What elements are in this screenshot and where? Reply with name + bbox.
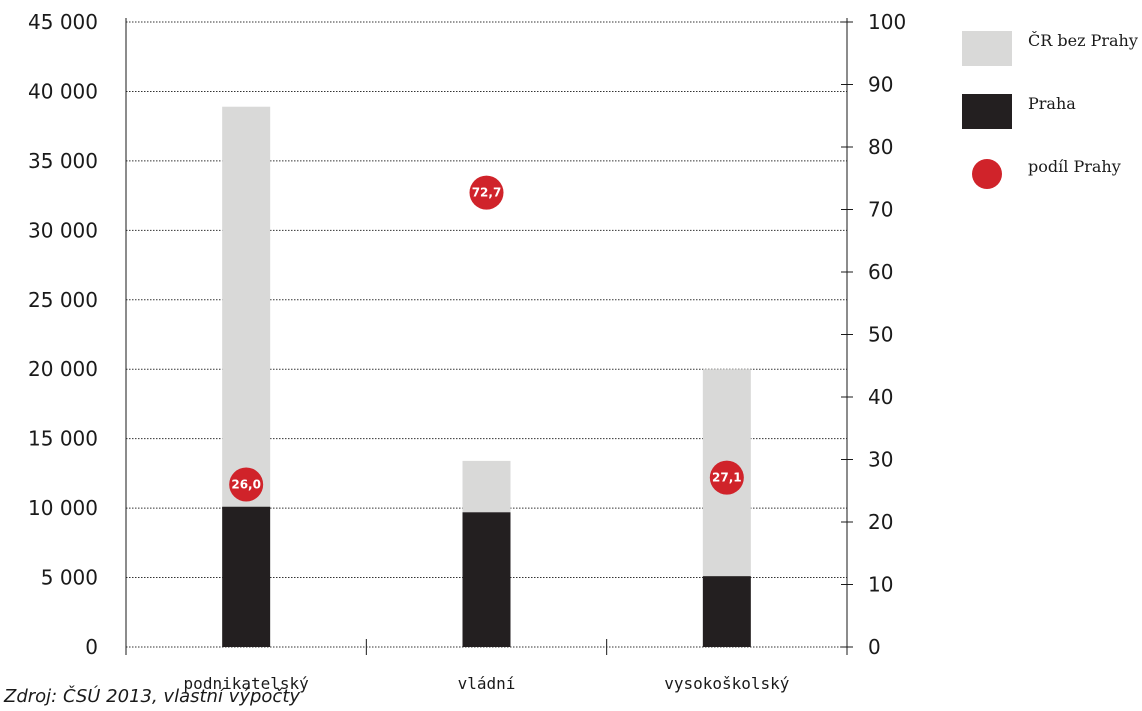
- y-right-tick-label: 10: [868, 573, 893, 597]
- y-left-tick-label: 25 000: [28, 288, 98, 312]
- y-left-tick-label: 0: [85, 635, 98, 659]
- bar-cr-bez-prahy: [222, 106, 271, 507]
- chart-legend: ČR bez Prahy Praha podíl Prahy: [962, 18, 1138, 207]
- y-right-tick-label: 20: [868, 510, 893, 534]
- y-left-tick-label: 20 000: [28, 357, 98, 381]
- legend-swatch-cr-bez-prahy: [962, 30, 1012, 66]
- legend-label-praha: Praha: [1028, 93, 1076, 113]
- bar-cr-bez-prahy: [462, 460, 511, 513]
- share-marker: [469, 175, 504, 210]
- y-right-tick-label: 100: [868, 10, 906, 34]
- y-right-tick-label: 90: [868, 73, 893, 97]
- y-left-tick-label: 40 000: [28, 79, 98, 103]
- y-right-tick-label: 50: [868, 323, 893, 347]
- x-category-label: vládní: [458, 674, 516, 693]
- y-right-tick-label: 40: [868, 385, 893, 409]
- y-right-tick-label: 60: [868, 260, 893, 284]
- bar-praha: [702, 576, 751, 647]
- x-category-label: vysokoškolský: [664, 674, 790, 693]
- share-data-label: 72,7: [472, 186, 502, 200]
- y-right-tick-label: 70: [868, 198, 893, 222]
- y-left-tick-label: 10 000: [28, 496, 98, 520]
- legend-swatch-podil-prahy: [972, 159, 1002, 189]
- share-marker: [229, 467, 264, 502]
- source-note: Zdroj: ČSÚ 2013, vlastní výpočty: [4, 686, 301, 707]
- y-right-tick-label: 30: [868, 448, 893, 472]
- legend-label-podil-prahy: podíl Prahy: [1028, 156, 1121, 176]
- legend-swatch-praha: [962, 93, 1012, 129]
- share-data-label: 26,0: [231, 478, 261, 492]
- legend-label-cr-bez-prahy: ČR bez Prahy: [1028, 30, 1138, 50]
- y-right-tick-label: 80: [868, 135, 893, 159]
- y-left-tick-label: 35 000: [28, 149, 98, 173]
- bar-praha: [462, 512, 511, 647]
- legend-item-praha: Praha: [962, 81, 1138, 141]
- x-category-label: podnikatelský: [184, 674, 310, 693]
- legend-item-cr-bez-prahy: ČR bez Prahy: [962, 18, 1138, 78]
- y-left-tick-label: 45 000: [28, 10, 98, 34]
- share-data-label: 27,1: [712, 471, 742, 485]
- y-left-tick-label: 15 000: [28, 427, 98, 451]
- y-left-tick-label: 30 000: [28, 218, 98, 242]
- share-marker: [709, 460, 744, 495]
- y-right-tick-label: 0: [868, 635, 881, 659]
- legend-item-podil-prahy: podíl Prahy: [962, 144, 1138, 204]
- bar-praha: [222, 506, 271, 647]
- y-left-tick-label: 5 000: [41, 566, 98, 590]
